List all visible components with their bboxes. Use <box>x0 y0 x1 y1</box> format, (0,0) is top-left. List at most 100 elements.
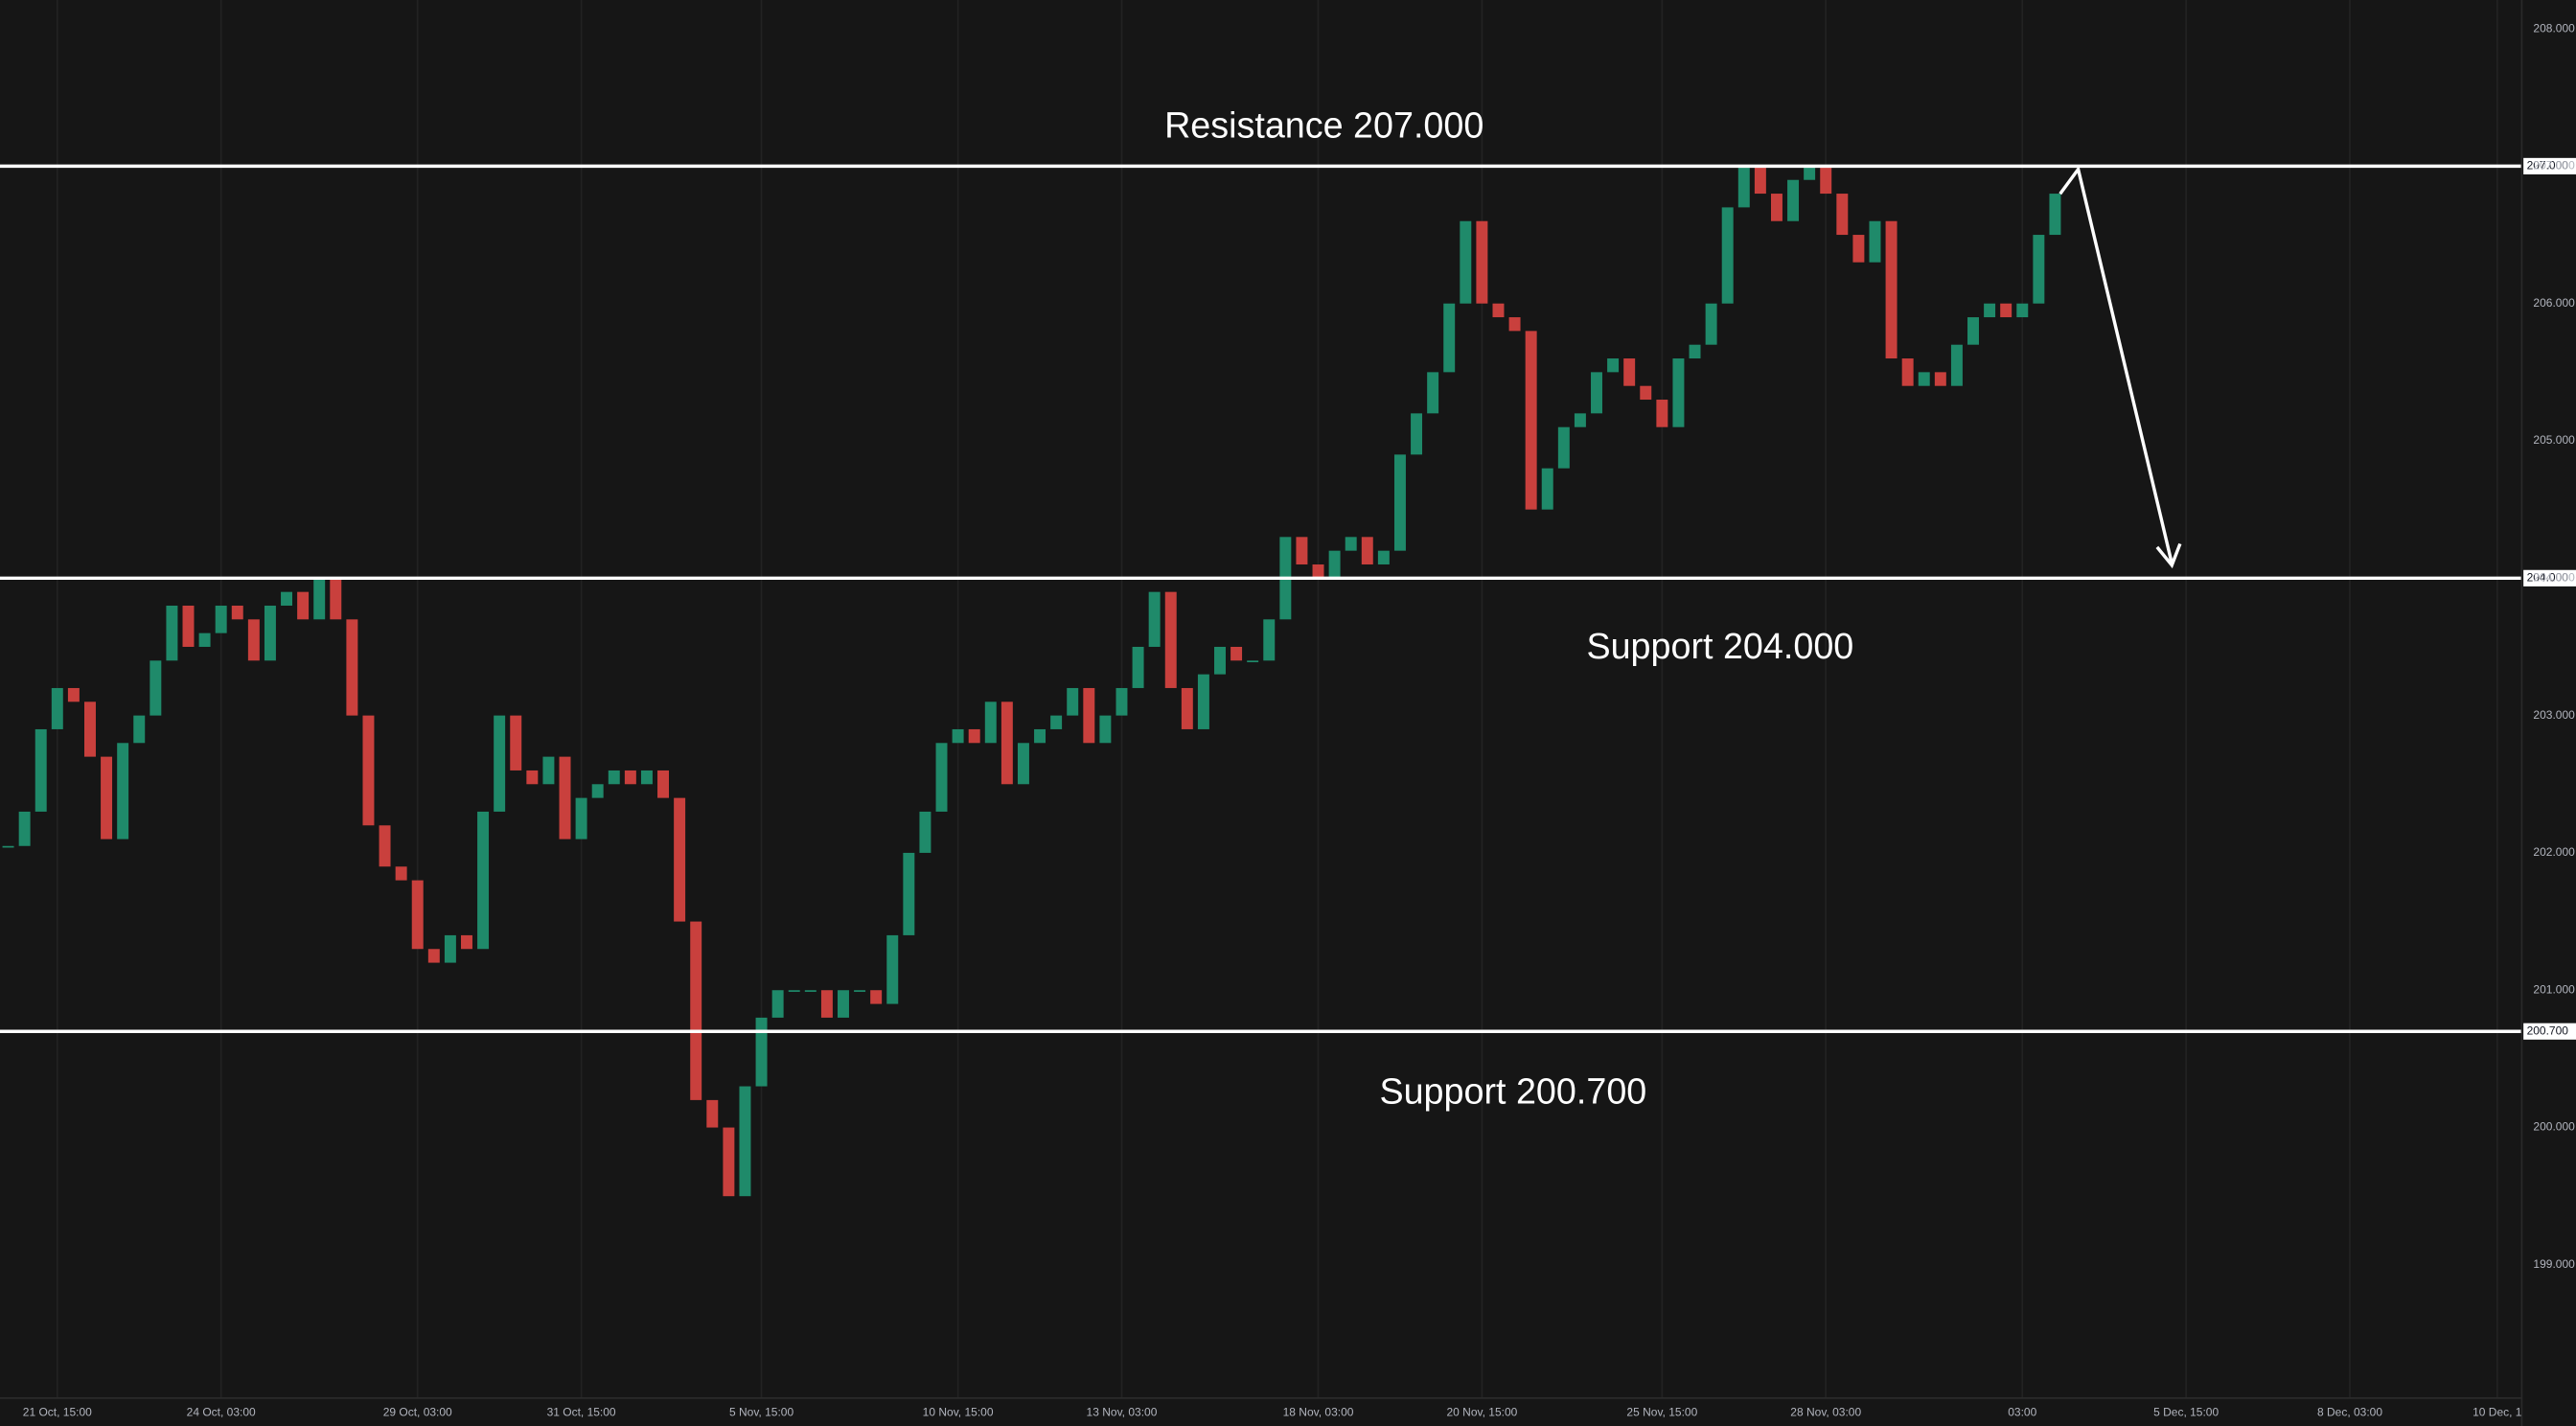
candle <box>723 1127 735 1197</box>
candle <box>1574 413 1586 427</box>
candle <box>1787 179 1800 221</box>
candle <box>297 591 310 620</box>
x-tick-label: 03:00 <box>2008 1405 2036 1418</box>
candle <box>1705 303 1717 345</box>
candle <box>1099 715 1112 744</box>
candle <box>1230 646 1243 661</box>
candle <box>1017 743 1029 785</box>
candle <box>1312 564 1324 579</box>
candle <box>1721 207 1734 304</box>
candle <box>935 743 948 812</box>
candle <box>657 770 670 798</box>
candle <box>706 1099 719 1128</box>
candle <box>444 934 456 963</box>
level-price-box <box>2523 569 2576 586</box>
candle <box>1411 413 1423 455</box>
y-tick-label: 204.000 <box>2533 570 2575 584</box>
level-price-label: 200.700 <box>2527 1024 2569 1037</box>
x-tick-label: 5 Nov, 15:00 <box>729 1405 794 1418</box>
candle <box>1328 550 1341 579</box>
candle <box>1296 537 1308 564</box>
candle <box>919 811 932 853</box>
y-tick-label: 205.000 <box>2533 433 2575 447</box>
candle <box>1345 537 1357 551</box>
candle <box>1197 674 1209 729</box>
candle <box>2 845 14 848</box>
candle <box>1672 358 1685 427</box>
projection-arrow <box>2058 165 2174 564</box>
candle <box>198 632 211 647</box>
x-tick-label: 24 Oct, 03:00 <box>187 1405 256 1418</box>
candle <box>575 797 587 840</box>
candle <box>395 866 407 881</box>
candle <box>1427 372 1439 414</box>
candle <box>1034 728 1046 744</box>
candle <box>2000 303 2012 318</box>
candle <box>1148 591 1161 647</box>
candle <box>854 990 866 992</box>
candle <box>1050 715 1063 729</box>
candle <box>1067 687 1079 716</box>
candle <box>101 756 113 840</box>
x-tick-label: 5 Dec, 15:00 <box>2153 1405 2219 1418</box>
levels: 207.000 Resistance 207.000 204.000 Support … <box>0 105 2576 1112</box>
candle <box>1557 426 1570 469</box>
candle <box>640 770 653 785</box>
x-tick-label: 29 Oct, 03:00 <box>383 1405 452 1418</box>
candle <box>1737 166 1750 208</box>
level-price-label: 204.000 <box>2527 570 2569 584</box>
candle <box>771 990 784 1018</box>
candle <box>427 949 440 963</box>
candle <box>1214 646 1226 675</box>
candle <box>1541 468 1553 510</box>
candle <box>1950 344 1963 386</box>
candle <box>182 605 195 647</box>
candle <box>1820 166 1832 195</box>
candle <box>674 797 686 922</box>
candle <box>788 990 800 992</box>
candle <box>608 770 620 785</box>
candle <box>1164 591 1177 688</box>
candle <box>886 934 899 1004</box>
candle <box>1263 619 1276 661</box>
level-annotation: Resistance 207.000 <box>1164 105 1484 146</box>
y-tick-label: 200.000 <box>2533 1120 2575 1134</box>
candle <box>1640 385 1652 401</box>
y-tick-label: 208.000 <box>2533 21 2575 34</box>
candle <box>1591 372 1602 414</box>
x-tick-label: 8 Dec, 03:00 <box>2317 1405 2382 1418</box>
candle <box>2033 235 2045 304</box>
candle <box>1492 303 1505 318</box>
candle <box>870 990 883 1004</box>
candle <box>690 921 702 1100</box>
candle <box>903 852 915 935</box>
level-price-box <box>2523 1023 2576 1040</box>
candle <box>346 619 358 716</box>
x-tick-label: 10 Dec, 1 <box>2472 1405 2522 1418</box>
candle <box>1901 358 1914 386</box>
candle <box>215 605 227 633</box>
candle <box>1984 303 1996 318</box>
candle <box>1656 400 1668 427</box>
level-price-label: 207.000 <box>2527 159 2569 172</box>
candle <box>820 990 833 1018</box>
candle <box>1393 454 1406 551</box>
candle <box>1132 646 1144 688</box>
candle <box>1083 687 1095 744</box>
candle <box>330 578 342 620</box>
candle <box>1754 166 1766 195</box>
y-tick-label: 203.000 <box>2533 708 2575 722</box>
x-tick-label: 31 Oct, 15:00 <box>547 1405 616 1418</box>
candle <box>2049 194 2061 236</box>
candle <box>379 825 391 867</box>
candle <box>624 770 636 785</box>
axes: 199.000 200.000 201.000 202.000 203.000 204.0… <box>23 21 2575 1418</box>
candle <box>755 1017 768 1087</box>
candle <box>838 990 849 1018</box>
candle <box>1607 358 1620 373</box>
candle <box>526 770 539 785</box>
candle <box>1377 550 1390 564</box>
candle <box>281 591 293 606</box>
candle <box>984 702 997 744</box>
